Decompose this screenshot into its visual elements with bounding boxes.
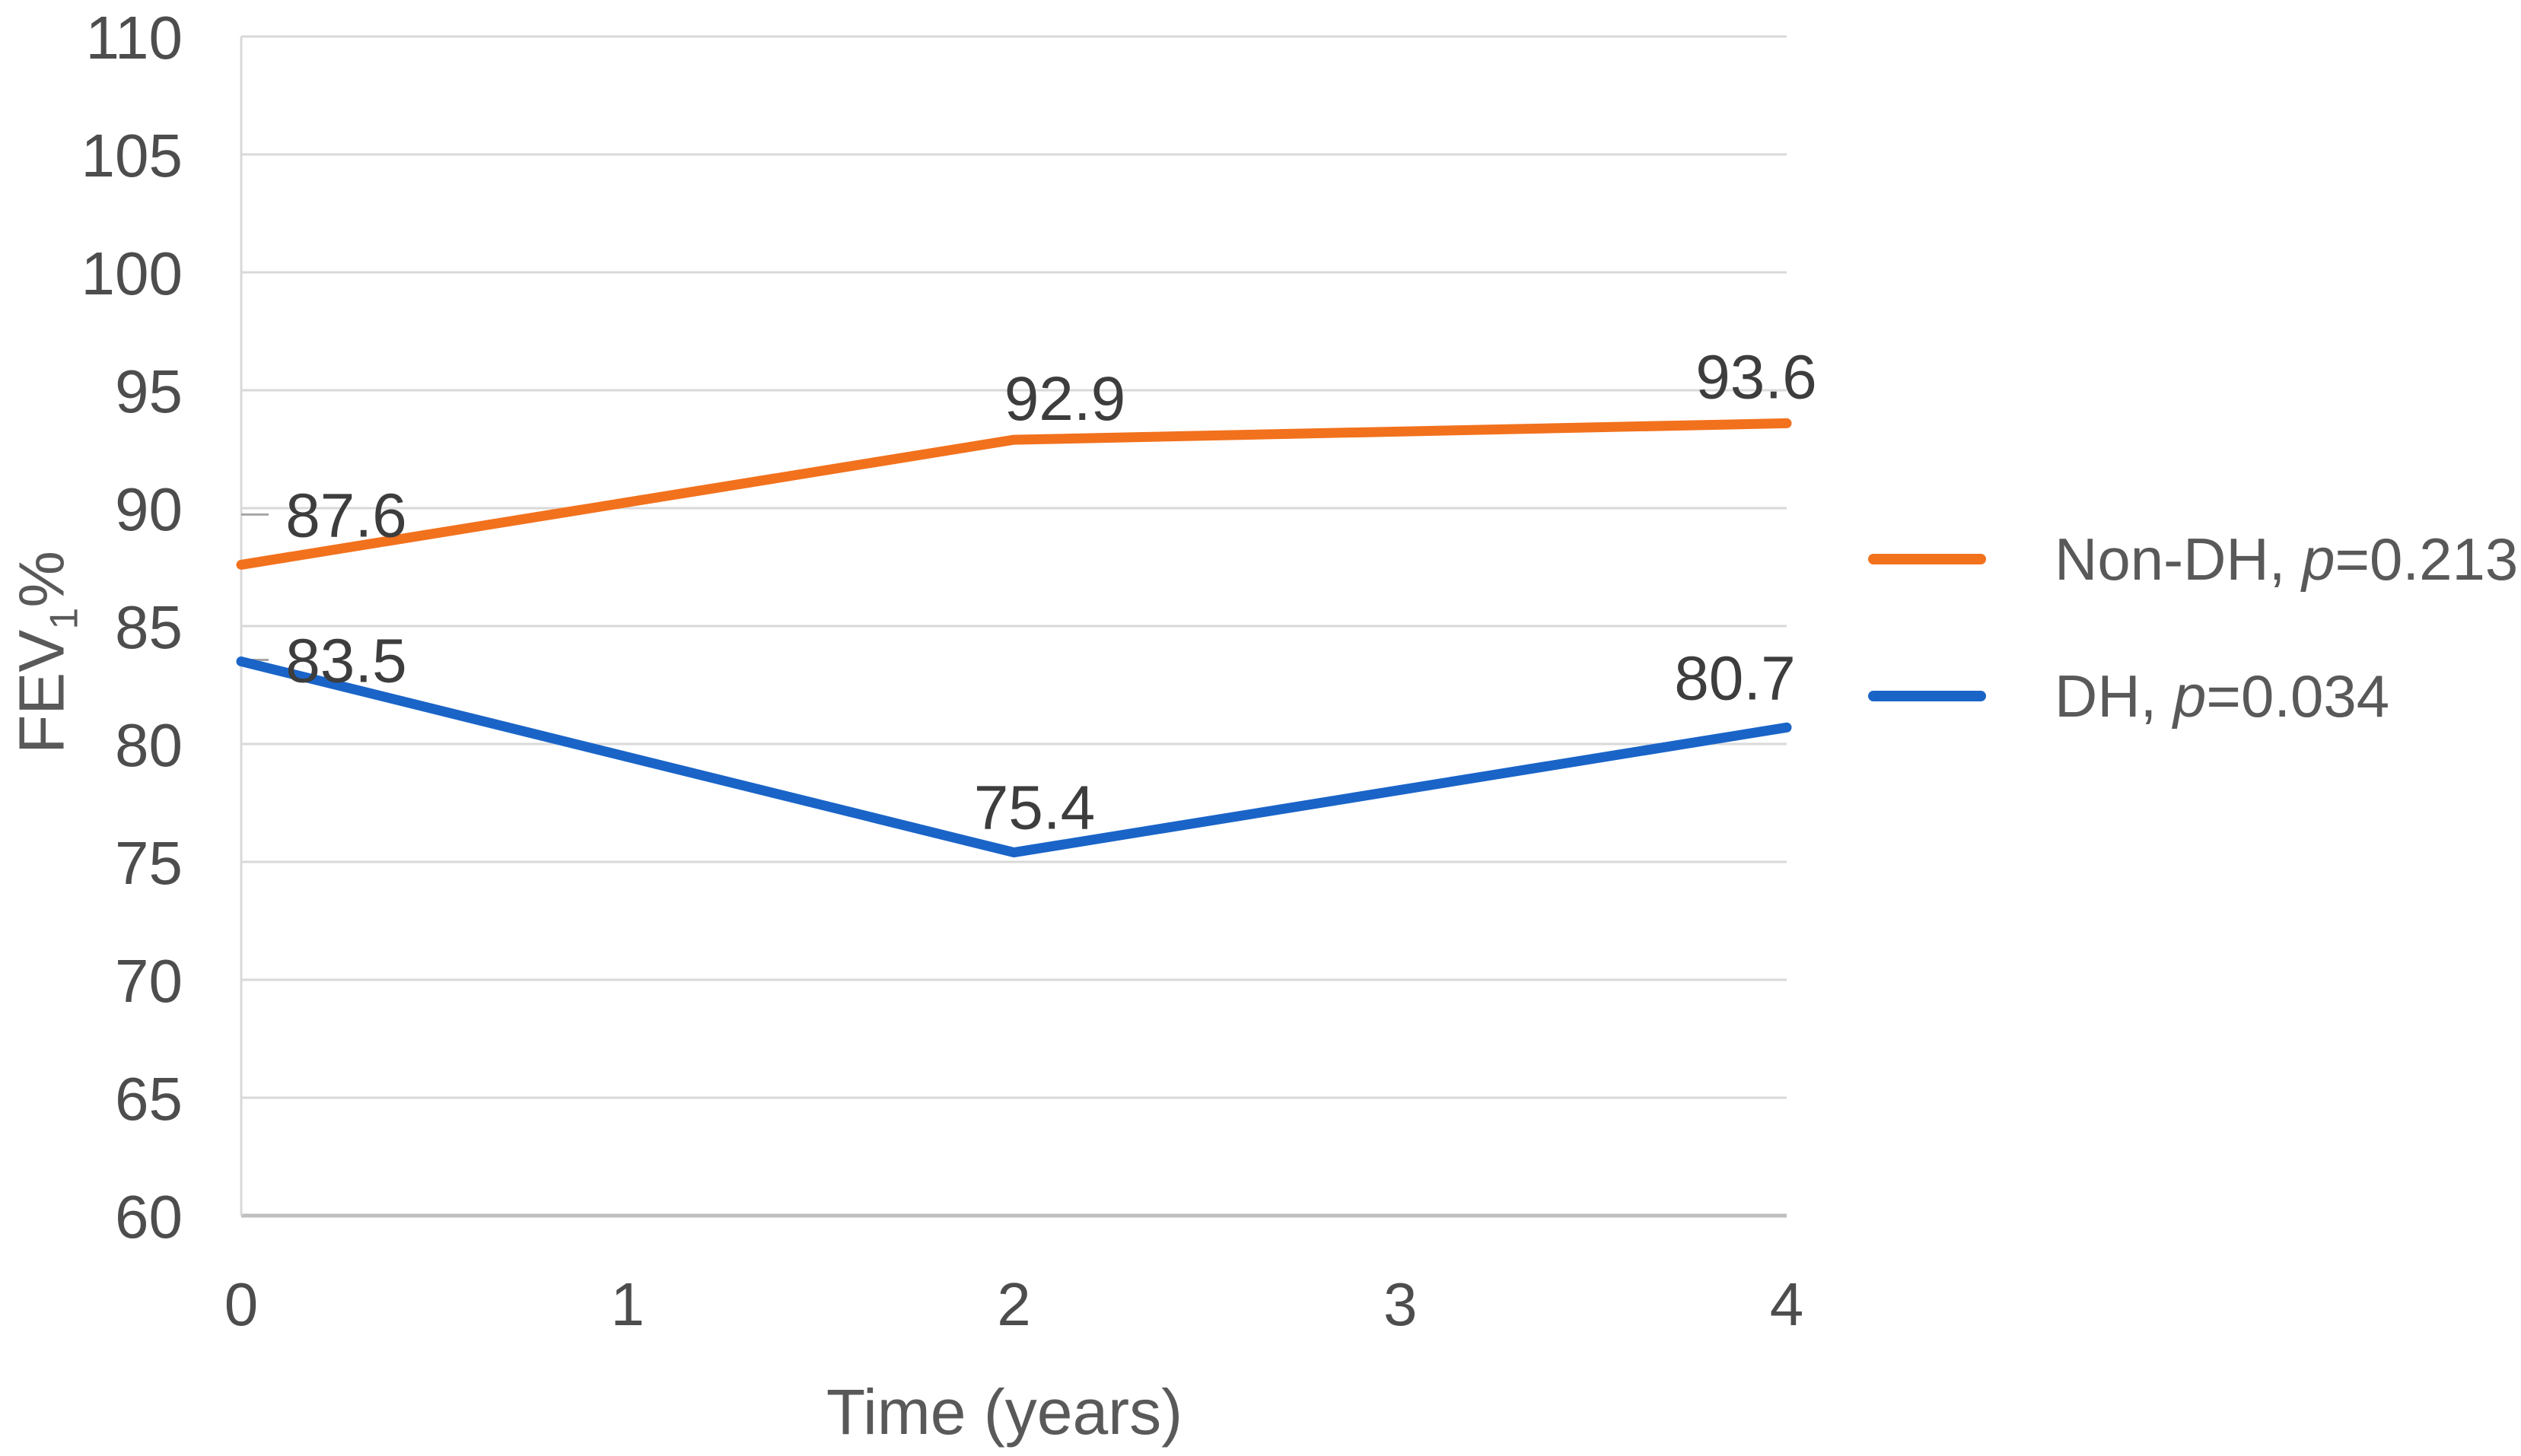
y-tick-label: 90: [115, 475, 183, 543]
data-label: 87.6: [285, 481, 407, 550]
x-tick-label: 0: [224, 1270, 259, 1338]
series-line-dh: [236, 656, 1792, 858]
x-tick-label: 3: [1383, 1270, 1418, 1338]
y-tick-label: 65: [115, 1065, 183, 1133]
data-label: 83.5: [285, 627, 407, 696]
data-label: 75.4: [974, 774, 1096, 843]
x-axis-title: Time (years): [826, 1376, 1183, 1448]
legend-label-non-dh-value: =0.213: [2335, 525, 2519, 593]
y-tick-label: 75: [115, 829, 183, 897]
data-label: 93.6: [1695, 342, 1817, 412]
y-tick-label: 85: [115, 593, 183, 661]
legend-label-non-dh-p: p: [2302, 525, 2335, 593]
legend-label-non-dh: Non-DH, p=0.213: [2055, 525, 2518, 594]
legend-line-swatch-dh: [1868, 691, 1986, 701]
y-axis-title: FEV1%: [5, 348, 87, 957]
legend-item-non-dh: Non-DH, p=0.213: [1868, 525, 2518, 593]
data-label: 92.9: [1004, 364, 1126, 434]
y-tick-label: 95: [115, 358, 183, 425]
y-axis-title-sub: 1: [42, 607, 87, 630]
y-tick-label: 80: [115, 711, 183, 779]
legend-label-dh-value: =0.034: [2206, 662, 2390, 730]
x-tick-label: 2: [997, 1270, 1031, 1338]
legend-label-dh: DH, p=0.034: [2055, 662, 2389, 731]
data-label: 80.7: [1674, 644, 1796, 713]
legend-item-dh: DH, p=0.034: [1868, 662, 2389, 730]
y-tick-label: 105: [81, 122, 183, 189]
legend-label-dh-p: p: [2173, 662, 2207, 730]
y-tick-label: 60: [115, 1183, 183, 1251]
legend-label-non-dh-name: Non-DH,: [2055, 525, 2303, 593]
x-tick-label: 4: [1770, 1270, 1804, 1338]
series-line-non-dh: [236, 418, 1792, 570]
x-tick-label: 1: [611, 1270, 645, 1338]
y-tick-label: 100: [81, 240, 183, 307]
legend-line-swatch-non-dh: [1868, 554, 1986, 564]
y-axis-title-post: %: [5, 550, 78, 608]
y-tick-label: 110: [85, 4, 183, 72]
legend-label-dh-name: DH,: [2055, 662, 2173, 730]
y-tick-label: 70: [115, 947, 183, 1015]
y-axis-title-pre: FEV: [5, 629, 78, 755]
